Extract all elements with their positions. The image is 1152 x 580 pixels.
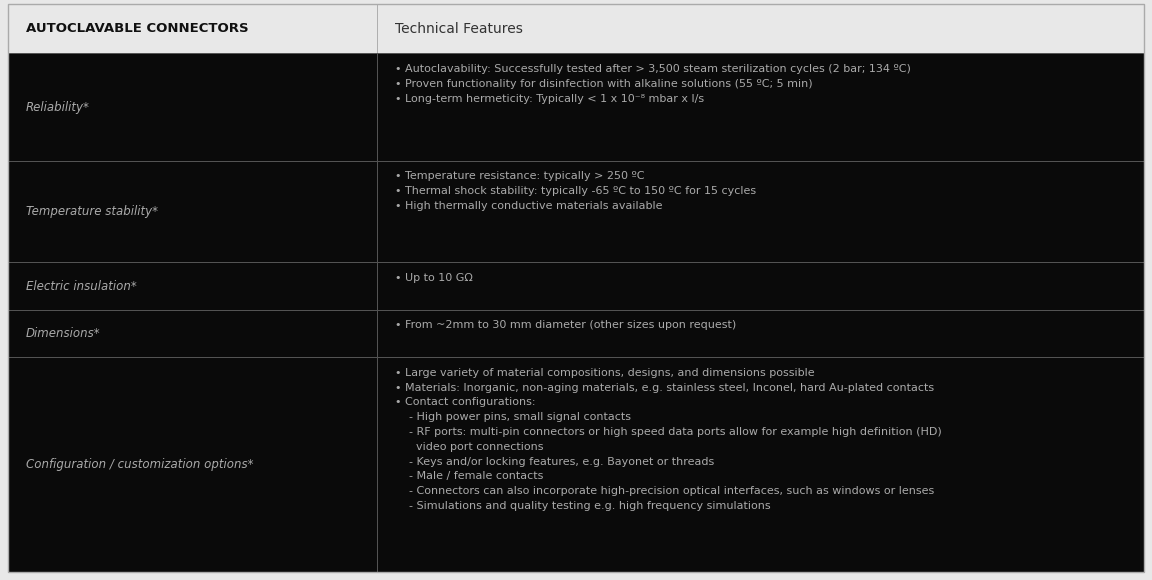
Text: Reliability*: Reliability* bbox=[26, 101, 90, 114]
Bar bbox=[377, 53, 1144, 161]
Text: • From ~2mm to 30 mm diameter (other sizes upon request): • From ~2mm to 30 mm diameter (other siz… bbox=[395, 320, 736, 330]
Bar bbox=[8, 53, 377, 161]
Text: Electric insulation*: Electric insulation* bbox=[26, 280, 137, 292]
Text: AUTOCLAVABLE CONNECTORS: AUTOCLAVABLE CONNECTORS bbox=[26, 22, 249, 35]
Bar bbox=[377, 357, 1144, 572]
Bar bbox=[8, 4, 377, 53]
Bar bbox=[377, 4, 1144, 53]
Text: Temperature stability*: Temperature stability* bbox=[26, 205, 158, 218]
Bar bbox=[8, 262, 377, 310]
Bar bbox=[377, 161, 1144, 262]
Text: • Large variety of material compositions, designs, and dimensions possible
• Mat: • Large variety of material compositions… bbox=[395, 368, 942, 511]
Bar bbox=[377, 310, 1144, 357]
Bar bbox=[8, 310, 377, 357]
Text: Dimensions*: Dimensions* bbox=[26, 327, 100, 340]
Text: Configuration / customization options*: Configuration / customization options* bbox=[26, 458, 253, 471]
Text: • Up to 10 GΩ: • Up to 10 GΩ bbox=[395, 273, 473, 282]
Text: • Temperature resistance: typically > 250 ºC
• Thermal shock stability: typicall: • Temperature resistance: typically > 25… bbox=[395, 171, 757, 211]
Bar bbox=[8, 357, 377, 572]
Text: Technical Features: Technical Features bbox=[395, 22, 523, 36]
Text: • Autoclavability: Successfully tested after > 3,500 steam sterilization cycles : • Autoclavability: Successfully tested a… bbox=[395, 64, 911, 103]
Bar bbox=[8, 161, 377, 262]
Bar bbox=[377, 262, 1144, 310]
